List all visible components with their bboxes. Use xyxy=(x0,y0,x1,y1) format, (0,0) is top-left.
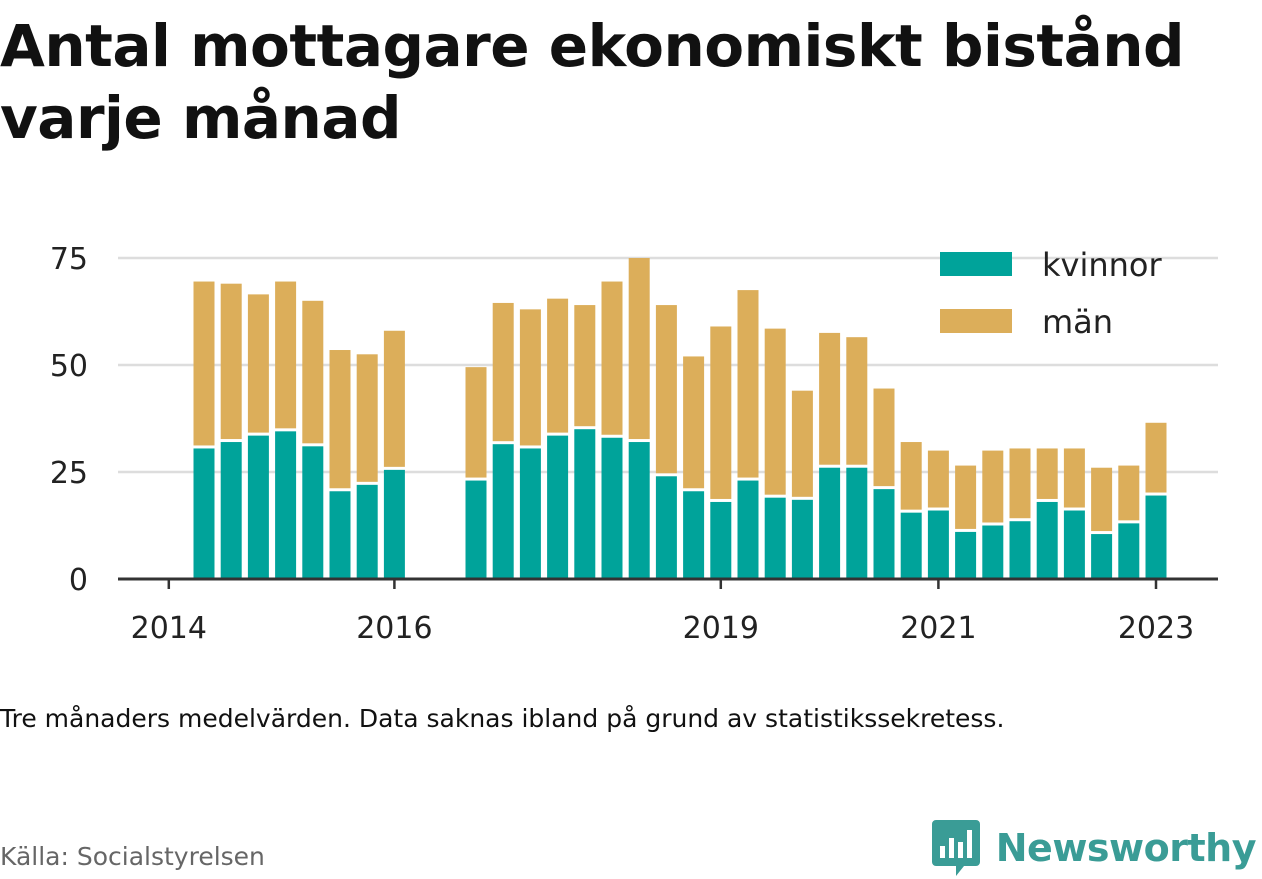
y-tick-label: 0 xyxy=(69,563,88,598)
y-tick-label: 75 xyxy=(50,242,88,277)
bars xyxy=(193,258,1167,579)
bar-kvinnor xyxy=(1091,534,1113,579)
legend-label: män xyxy=(1042,303,1113,341)
bar-kvinnor xyxy=(519,448,541,579)
bar-man xyxy=(1063,448,1085,508)
legend-swatch xyxy=(940,252,1012,276)
bar-man xyxy=(247,294,269,433)
bar-kvinnor xyxy=(574,429,596,579)
bar-kvinnor xyxy=(1036,501,1058,579)
bar-kvinnor xyxy=(982,525,1004,579)
bar-kvinnor xyxy=(927,510,949,579)
bar-man xyxy=(1009,448,1031,519)
bar-man xyxy=(791,390,813,497)
brand-logo: Newsworthy xyxy=(930,818,1257,878)
bar-man xyxy=(764,328,786,495)
bar-man xyxy=(1118,465,1140,521)
bar-chart-badge-icon xyxy=(931,820,980,876)
bar-kvinnor xyxy=(655,476,677,579)
y-tick-label: 25 xyxy=(50,456,88,491)
bar-man xyxy=(1036,448,1058,499)
stacked-bar-chart: 0 25 50 75 2014 2016 2019 2021 2023 kvinnor män xyxy=(50,242,1218,646)
legend: kvinnor män xyxy=(940,246,1163,341)
bar-man xyxy=(302,300,324,444)
x-tick-label: 2019 xyxy=(683,611,759,646)
bar-man xyxy=(574,305,596,427)
bar-man xyxy=(519,309,541,446)
x-tick-label: 2014 xyxy=(131,611,207,646)
bar-man xyxy=(955,465,977,529)
x-tick-label: 2023 xyxy=(1118,611,1194,646)
bar-kvinnor xyxy=(900,512,922,579)
brand-name: Newsworthy xyxy=(995,826,1257,870)
bar-man xyxy=(193,281,215,446)
bar-man xyxy=(383,330,405,467)
bar-kvinnor xyxy=(737,480,759,579)
bar-kvinnor xyxy=(193,448,215,579)
bar-man xyxy=(846,337,868,465)
bar-man xyxy=(710,326,732,499)
x-tick-label: 2021 xyxy=(900,611,976,646)
bar-kvinnor xyxy=(846,467,868,579)
legend-swatch xyxy=(940,309,1012,333)
bar-kvinnor xyxy=(628,442,650,579)
y-axis-ticks: 0 25 50 75 xyxy=(50,242,88,598)
bar-man xyxy=(220,283,242,440)
bar-man xyxy=(547,298,569,433)
bar-man xyxy=(873,388,895,487)
bar-kvinnor xyxy=(1063,510,1085,579)
bar-kvinnor xyxy=(601,437,623,579)
bar-man xyxy=(683,356,705,489)
bar-man xyxy=(465,367,487,478)
bar-kvinnor xyxy=(383,469,405,579)
bar-kvinnor xyxy=(492,444,514,579)
bar-kvinnor xyxy=(1009,521,1031,579)
bar-man xyxy=(601,281,623,435)
bar-kvinnor xyxy=(1145,495,1167,579)
chart-title: Antal mottagare ekonomiskt bistånd varje… xyxy=(0,12,1185,152)
x-tick-label: 2016 xyxy=(356,611,432,646)
bar-kvinnor xyxy=(356,484,378,579)
bar-kvinnor xyxy=(955,531,977,579)
legend-label: kvinnor xyxy=(1042,246,1163,284)
bar-kvinnor xyxy=(275,431,297,579)
source-credit: Källa: Socialstyrelsen xyxy=(0,842,265,871)
bar-kvinnor xyxy=(683,491,705,579)
bar-man xyxy=(655,305,677,474)
bar-kvinnor xyxy=(547,435,569,579)
bar-man xyxy=(737,290,759,478)
bar-man xyxy=(819,332,841,465)
bar-kvinnor xyxy=(819,467,841,579)
bar-man xyxy=(492,302,514,442)
bar-man xyxy=(1091,467,1113,532)
bar-man xyxy=(900,442,922,510)
y-tick-label: 50 xyxy=(50,349,88,384)
bar-kvinnor xyxy=(873,489,895,579)
bar-kvinnor xyxy=(710,501,732,579)
bar-kvinnor xyxy=(1118,523,1140,579)
bar-kvinnor xyxy=(791,499,813,579)
bar-man xyxy=(356,354,378,482)
bar-kvinnor xyxy=(764,497,786,579)
bar-kvinnor xyxy=(329,491,351,579)
bar-man xyxy=(982,450,1004,523)
bar-kvinnor xyxy=(247,435,269,579)
bar-kvinnor xyxy=(220,442,242,579)
x-axis: 2014 2016 2019 2021 2023 xyxy=(118,577,1218,646)
bar-man xyxy=(275,281,297,429)
bar-man xyxy=(927,450,949,508)
bar-kvinnor xyxy=(302,446,324,579)
bar-man xyxy=(628,258,650,440)
bar-man xyxy=(1145,422,1167,493)
bar-kvinnor xyxy=(465,480,487,579)
bar-man xyxy=(329,350,351,489)
chart-note: Tre månaders medelvärden. Data saknas ib… xyxy=(0,704,1005,733)
